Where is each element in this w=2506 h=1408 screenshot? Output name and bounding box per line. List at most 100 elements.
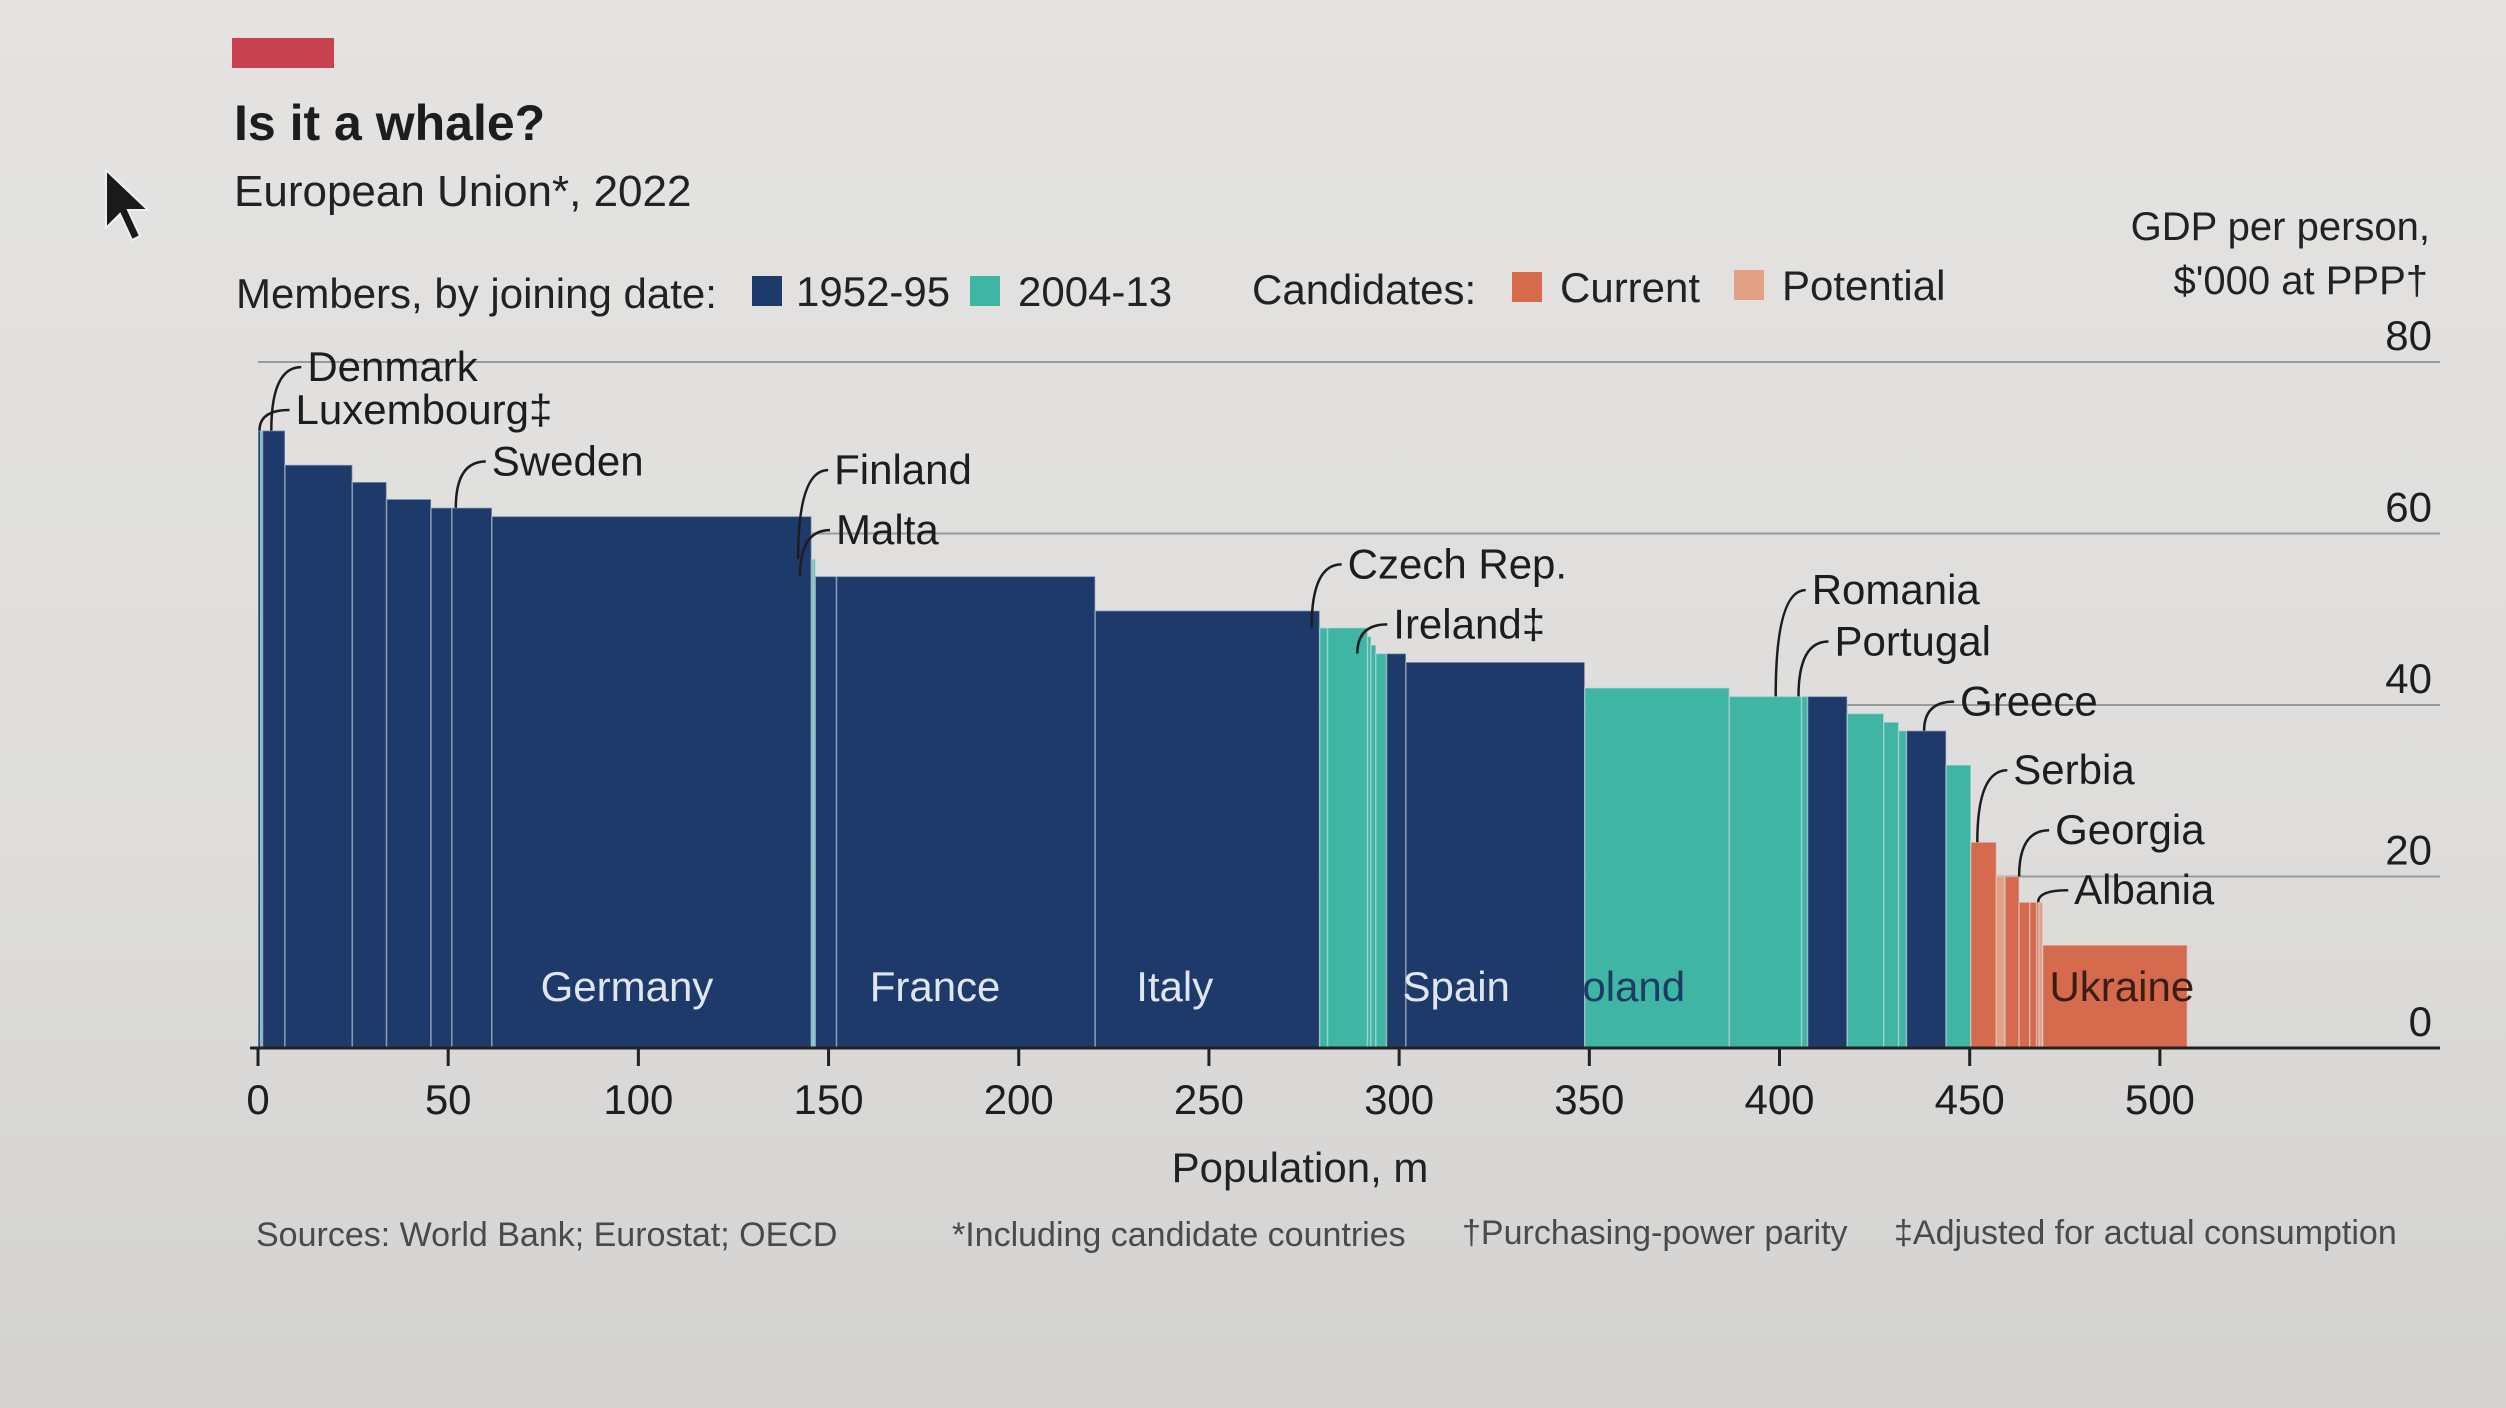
- callout-label: Georgia: [2055, 806, 2205, 853]
- y-axis-title-line2: $'000 at PPP†: [2174, 259, 2429, 303]
- callout-label: Serbia: [2013, 746, 2135, 793]
- bar-poland: [1584, 687, 1731, 1049]
- callout-leader: [258, 408, 290, 431]
- x-tick-label: 300: [1364, 1076, 1434, 1123]
- callout-label: Finland: [834, 446, 972, 493]
- bar: [2029, 901, 2038, 1049]
- bar-labels: Germany France Italy Spain Poland Ukraine: [541, 963, 2195, 1010]
- callout-label: Malta: [836, 506, 939, 553]
- y-tick-label: 80: [2385, 312, 2432, 359]
- bar: [1370, 644, 1377, 1049]
- callout-label: Greece: [1960, 678, 2098, 725]
- x-tick-label: 400: [1744, 1076, 1814, 1123]
- x-tick-label: 350: [1554, 1076, 1624, 1123]
- x-tick-label: 50: [425, 1076, 472, 1123]
- accent-bar: [232, 38, 334, 68]
- bar: [430, 507, 453, 1049]
- bar: [1318, 627, 1329, 1049]
- footer: Sources: World Bank; Eurostat; OECD *Inc…: [256, 1214, 2397, 1254]
- legend-candidates-label: Candidates:: [1252, 266, 1476, 313]
- x-axis: 0 50 100 150 200 250 300 350 400 450 500: [246, 1046, 2440, 1123]
- y-tick-label: 40: [2385, 655, 2432, 702]
- bar: [351, 481, 388, 1049]
- legend-members-label: Members, by joining date:: [236, 270, 717, 317]
- bar-romania: [1897, 729, 1908, 1049]
- chart-title: Is it a whale?: [234, 95, 545, 151]
- bar-spain: [1405, 661, 1586, 1049]
- legend: Members, by joining date: 1952-95 2004-1…: [236, 262, 1945, 317]
- callout-label: Czech Rep.: [1348, 540, 1567, 587]
- bar-serbia: [1970, 841, 1998, 1049]
- bar: [385, 498, 432, 1049]
- callout-label: Denmark: [307, 343, 478, 390]
- callout-label: Albania: [2074, 866, 2215, 913]
- callout-leader: [1922, 700, 1955, 731]
- bar-germany: [491, 515, 813, 1049]
- callout-leader: [2036, 888, 2069, 903]
- mouse-pointer-icon: [105, 168, 151, 242]
- x-tick-label: 0: [246, 1076, 269, 1123]
- callout-leader: [270, 365, 302, 431]
- callout-leader: [1310, 563, 1342, 628]
- callout-leader: [796, 468, 829, 560]
- legend-swatch-2004-13: [970, 276, 1000, 306]
- y-tick-label: 20: [2385, 827, 2432, 874]
- legend-swatch-current: [1512, 272, 1542, 302]
- legend-label-2004-13: 2004-13: [1018, 268, 1172, 315]
- bar-sweden: [451, 507, 493, 1049]
- legend-label-1952-95: 1952-95: [796, 268, 950, 315]
- legend-swatch-1952-95: [752, 276, 782, 306]
- legend-label-potential: Potential: [1782, 262, 1945, 309]
- callout-leader: [454, 460, 486, 508]
- bar-label: Spain: [1402, 963, 1509, 1010]
- footer-note-consumption: ‡Adjusted for actual consumption: [1894, 1214, 2397, 1252]
- x-tick-label: 500: [2125, 1076, 2195, 1123]
- callout-leader: [798, 528, 831, 577]
- bar: [1882, 721, 1900, 1049]
- bar-czech-rep: [1326, 627, 1369, 1049]
- y-tick-label: 0: [2409, 998, 2432, 1045]
- bar: [1375, 652, 1388, 1049]
- x-tick-label: 250: [1174, 1076, 1244, 1123]
- bar-label: Germany: [541, 963, 714, 1010]
- footer-sources: Sources: World Bank; Eurostat; OECD: [256, 1216, 837, 1254]
- callout-label: Portugal: [1835, 618, 1991, 665]
- x-axis-title: Population, m: [1172, 1144, 1429, 1191]
- footer-note-ppp: †Purchasing-power parity: [1462, 1214, 1848, 1252]
- bar-label: Ukraine: [2049, 963, 2194, 1010]
- callout-leader: [1976, 768, 2008, 843]
- x-tick-label: 450: [1935, 1076, 2005, 1123]
- y-axis-title-line1: GDP per person,: [2131, 205, 2430, 249]
- callout-leader: [1774, 588, 1806, 697]
- chart-subtitle: European Union*, 2022: [234, 167, 691, 216]
- bar-ukraine: [2041, 944, 2189, 1049]
- bar-label: Italy: [1136, 963, 1213, 1010]
- bar: [1728, 695, 1803, 1049]
- legend-label-current: Current: [1560, 264, 1700, 311]
- y-axis-ticks: 0 20 40 60 80: [2385, 312, 2432, 1045]
- bar-greece: [1905, 729, 1947, 1049]
- callout-label: Luxembourg‡: [296, 386, 553, 433]
- callout-leader: [1797, 640, 1829, 697]
- bar: [1945, 764, 1972, 1049]
- callout-leader: [2017, 828, 2050, 877]
- bar-france: [835, 575, 1096, 1049]
- x-tick-label: 150: [794, 1076, 864, 1123]
- legend-swatch-potential: [1734, 270, 1764, 300]
- bar-label: Poland: [1554, 963, 1685, 1010]
- bar: [1846, 712, 1885, 1049]
- bar: [1995, 875, 2006, 1049]
- bar: [1800, 695, 1809, 1049]
- x-tick-label: 200: [984, 1076, 1054, 1123]
- bar-label: France: [870, 963, 1001, 1010]
- bars: [257, 429, 2189, 1049]
- x-tick-label: 100: [603, 1076, 673, 1123]
- bar-albania: [2018, 901, 2031, 1049]
- bar-finland: [814, 575, 838, 1049]
- bar: [284, 464, 354, 1049]
- callout-leader: [1356, 623, 1388, 654]
- bar-portugal: [1806, 695, 1848, 1049]
